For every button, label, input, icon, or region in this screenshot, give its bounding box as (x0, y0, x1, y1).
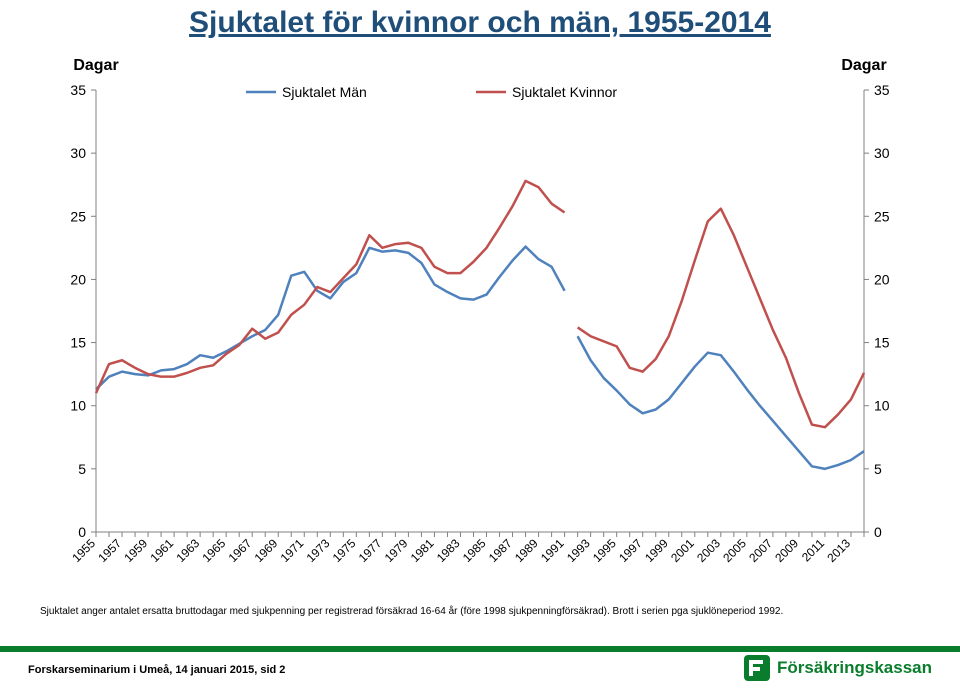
page-title: Sjuktalet för kvinnor och män, 1955-2014 (40, 6, 920, 40)
sick-rate-chart: Dagar Dagar 0 0 5 5 10 10 15 15 20 20 25 25 30 30 35 35 19… (40, 54, 920, 604)
logo-text: Försäkringskassan (777, 658, 932, 678)
svg-text:1973: 1973 (304, 536, 333, 565)
brand-logo: Försäkringskassan (743, 654, 932, 682)
svg-text:30: 30 (874, 145, 890, 161)
svg-text:2003: 2003 (694, 536, 723, 565)
svg-text:35: 35 (70, 82, 86, 98)
svg-text:1967: 1967 (226, 536, 255, 565)
svg-text:10: 10 (70, 398, 86, 414)
svg-text:25: 25 (874, 208, 890, 224)
svg-text:1989: 1989 (512, 536, 541, 565)
svg-text:1985: 1985 (460, 536, 489, 565)
svg-text:2007: 2007 (746, 536, 775, 565)
svg-text:1969: 1969 (252, 536, 281, 565)
svg-text:15: 15 (874, 335, 890, 351)
svg-text:1993: 1993 (564, 536, 593, 565)
svg-text:15: 15 (70, 335, 86, 351)
svg-text:2011: 2011 (799, 536, 827, 564)
svg-text:1999: 1999 (642, 536, 671, 565)
chart-caption: Sjuktalet anger antalet ersatta bruttoda… (40, 606, 920, 617)
svg-text:20: 20 (874, 271, 890, 287)
svg-text:1987: 1987 (486, 536, 515, 565)
svg-text:25: 25 (70, 208, 86, 224)
svg-text:0: 0 (874, 524, 882, 540)
svg-text:1991: 1991 (538, 536, 567, 565)
svg-text:1979: 1979 (382, 536, 411, 565)
svg-text:Sjuktalet Kvinnor: Sjuktalet Kvinnor (512, 84, 617, 100)
svg-text:5: 5 (78, 461, 86, 477)
svg-text:1983: 1983 (434, 536, 463, 565)
svg-text:1975: 1975 (330, 536, 359, 565)
svg-text:1957: 1957 (95, 536, 124, 565)
svg-text:1997: 1997 (616, 536, 645, 565)
svg-text:5: 5 (874, 461, 882, 477)
logo-icon (743, 654, 771, 682)
svg-text:2001: 2001 (668, 536, 697, 565)
svg-text:1981: 1981 (408, 536, 437, 565)
footer-divider (0, 646, 960, 652)
svg-text:1971: 1971 (278, 536, 307, 565)
svg-text:Dagar: Dagar (841, 57, 886, 74)
svg-text:2005: 2005 (720, 536, 749, 565)
svg-text:2009: 2009 (772, 536, 801, 565)
svg-text:1963: 1963 (173, 536, 202, 565)
svg-text:2013: 2013 (824, 536, 853, 565)
svg-text:30: 30 (70, 145, 86, 161)
svg-text:1995: 1995 (590, 536, 619, 565)
svg-text:1959: 1959 (121, 536, 150, 565)
svg-text:Sjuktalet Män: Sjuktalet Män (282, 84, 367, 100)
svg-text:Dagar: Dagar (73, 57, 118, 74)
svg-text:1977: 1977 (356, 536, 385, 565)
svg-text:20: 20 (70, 271, 86, 287)
footer-text: Forskarseminarium i Umeå, 14 januari 201… (28, 664, 285, 676)
svg-text:35: 35 (874, 82, 890, 98)
svg-text:1955: 1955 (69, 536, 98, 565)
svg-text:1961: 1961 (147, 536, 176, 565)
svg-text:10: 10 (874, 398, 890, 414)
svg-text:1965: 1965 (200, 536, 229, 565)
svg-text:0: 0 (78, 524, 86, 540)
